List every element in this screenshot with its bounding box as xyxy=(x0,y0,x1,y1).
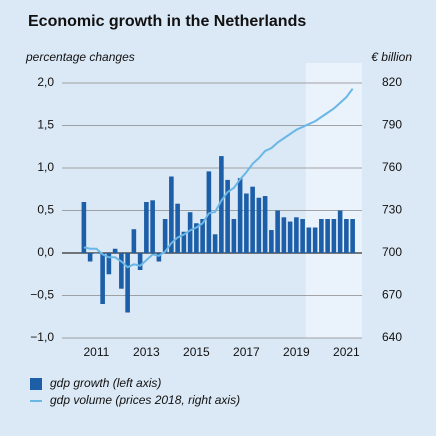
bar xyxy=(81,202,87,253)
y2-tick-label: 640 xyxy=(382,330,402,344)
bar xyxy=(331,219,337,253)
bar xyxy=(225,179,230,253)
bar xyxy=(156,253,162,262)
bar xyxy=(337,210,343,253)
bar xyxy=(294,217,299,253)
bar xyxy=(344,219,349,253)
bar xyxy=(231,219,237,253)
x-tick-label: 2021 xyxy=(333,345,360,359)
bar xyxy=(219,156,224,253)
bar xyxy=(206,171,212,253)
y2-tick-label: 730 xyxy=(382,203,402,217)
bar xyxy=(137,253,143,270)
bar xyxy=(162,219,168,253)
bar xyxy=(169,176,174,253)
y-axis-label: percentage changes xyxy=(25,50,135,64)
y-tick-label: 0,5 xyxy=(37,203,54,217)
bar xyxy=(312,227,318,253)
bar xyxy=(200,219,205,253)
bar xyxy=(262,196,268,253)
bar xyxy=(244,193,249,253)
bar xyxy=(275,210,280,253)
bar xyxy=(319,219,324,253)
y2-tick-label: 790 xyxy=(382,118,402,132)
bar xyxy=(212,234,218,253)
y-tick-label: 1,0 xyxy=(37,160,54,174)
bar xyxy=(112,248,118,253)
bar xyxy=(100,253,105,304)
bar xyxy=(125,253,130,313)
bar xyxy=(106,253,112,275)
legend-label: gdp volume (prices 2018, right axis) xyxy=(50,393,240,407)
bar xyxy=(87,253,93,262)
bar xyxy=(300,219,305,253)
bar xyxy=(131,229,137,253)
bar xyxy=(194,223,199,253)
x-tick-label: 2019 xyxy=(283,345,310,359)
y-tick-label: −0,5 xyxy=(30,288,54,302)
bar xyxy=(94,253,99,254)
bar xyxy=(144,202,149,253)
y2-tick-label: 820 xyxy=(382,75,402,89)
bar xyxy=(350,219,355,253)
y2-tick-label: 760 xyxy=(382,160,402,174)
bar xyxy=(187,212,193,253)
bar xyxy=(281,217,287,253)
bar xyxy=(181,231,187,253)
chart-title: Economic growth in the Netherlands xyxy=(28,13,306,30)
x-tick-label: 2011 xyxy=(83,345,109,359)
x-tick-label: 2017 xyxy=(233,345,260,359)
legend-swatch xyxy=(30,378,42,390)
legend-label: gdp growth (left axis) xyxy=(50,376,161,390)
bar xyxy=(175,203,180,253)
y-tick-label: 1,5 xyxy=(37,118,54,132)
y-tick-label: −1,0 xyxy=(30,330,54,344)
line xyxy=(83,88,354,269)
bar xyxy=(250,186,255,253)
x-tick-label: 2015 xyxy=(183,345,210,359)
bar xyxy=(287,221,293,253)
y2-axis-label: € billion xyxy=(371,50,412,64)
forecast-shade xyxy=(305,63,362,338)
bar xyxy=(237,178,243,253)
bar xyxy=(325,219,330,253)
y-tick-label: 2,0 xyxy=(37,75,54,89)
bar xyxy=(269,230,274,253)
y2-tick-label: 700 xyxy=(382,245,402,259)
bar xyxy=(150,200,155,253)
bar xyxy=(256,197,262,253)
bar xyxy=(119,253,124,289)
y-tick-label: 0,0 xyxy=(37,245,54,259)
bar xyxy=(306,227,312,253)
x-tick-label: 2013 xyxy=(133,345,160,359)
y2-tick-label: 670 xyxy=(382,288,402,302)
